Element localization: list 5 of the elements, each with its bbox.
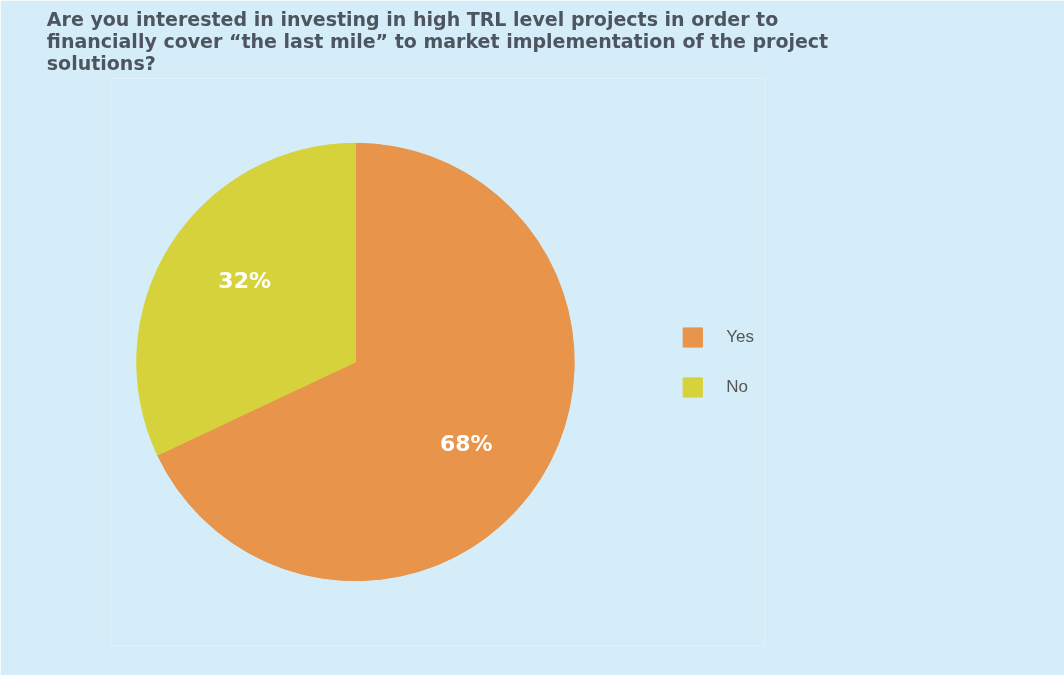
chart-title: Are you interested in investing in high TRL level projects in order to financially cover “the last mile” to market implementation of the project solutions?: [46, 7, 829, 74]
data-label: 68%: [439, 430, 493, 456]
legend-label: No: [726, 376, 748, 397]
legend-label: Yes: [726, 326, 754, 347]
data-label: 32%: [218, 268, 272, 294]
